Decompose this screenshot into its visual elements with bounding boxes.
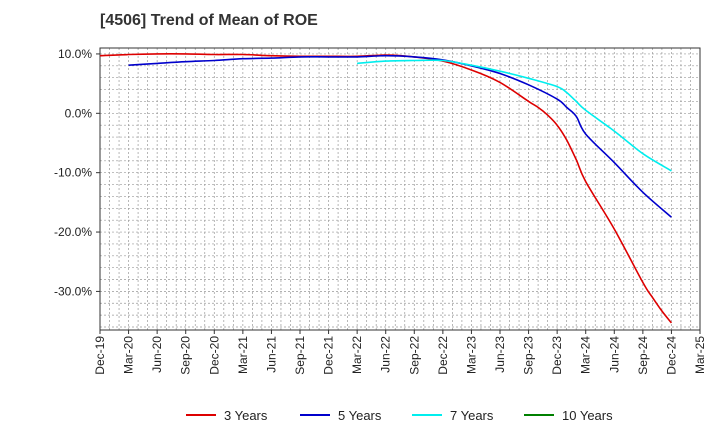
x-tick-label: Mar-24 <box>579 336 593 374</box>
x-tick-label: Jun-21 <box>264 336 278 373</box>
x-tick-label: Dec-22 <box>436 336 450 375</box>
series-layer <box>99 53 673 324</box>
x-tick-label: Jun-23 <box>493 336 507 373</box>
series-line-5-years <box>128 54 672 218</box>
ticks-layer: 10.0% 0.0% -10.0% -20.0% -30.0% Dec-19 Mar-20 J… <box>54 47 707 375</box>
series-line-7-years <box>357 59 672 172</box>
x-tick-label: Sep-24 <box>636 336 650 375</box>
x-tick-label: Mar-25 <box>693 336 707 374</box>
axes-layer <box>96 47 701 334</box>
x-tick-label: Mar-22 <box>350 336 364 374</box>
x-tick-label: Sep-22 <box>407 336 421 375</box>
x-tick-label: Jun-24 <box>607 336 621 373</box>
x-tick-label: Mar-20 <box>122 336 136 374</box>
legend-label-7-years: 7 Years <box>450 408 494 423</box>
x-tick-label: Jun-22 <box>379 336 393 373</box>
x-tick-label: Jun-20 <box>150 336 164 373</box>
y-tick-label: 10.0% <box>58 47 92 61</box>
x-tick-label: Dec-20 <box>207 336 221 375</box>
legend-label-10-years: 10 Years <box>562 408 613 423</box>
chart-title: [4506] Trend of Mean of ROE <box>100 12 318 29</box>
x-tick-label: Sep-23 <box>522 336 536 375</box>
x-tick-label: Sep-21 <box>293 336 307 375</box>
legend-label-5-years: 5 Years <box>338 408 382 423</box>
x-tick-label: Mar-21 <box>236 336 250 374</box>
y-tick-label: -20.0% <box>54 225 92 239</box>
y-tick-label: -30.0% <box>54 284 92 298</box>
y-tick-label: 0.0% <box>65 106 93 120</box>
x-tick-label: Mar-23 <box>464 336 478 374</box>
x-tick-label: Dec-24 <box>664 336 678 375</box>
legend-label-3-years: 3 Years <box>224 408 268 423</box>
x-tick-label: Sep-20 <box>179 336 193 375</box>
x-tick-label: Dec-19 <box>93 336 107 375</box>
legend-layer: 3 Years 5 Years 7 Years 10 Years <box>186 408 613 423</box>
x-tick-label: Dec-23 <box>550 336 564 375</box>
series-line-3-years <box>99 53 673 324</box>
x-tick-label: Dec-21 <box>322 336 336 375</box>
y-tick-label: -10.0% <box>54 166 92 180</box>
plot-frame <box>99 47 701 331</box>
grid-layer <box>100 48 700 330</box>
